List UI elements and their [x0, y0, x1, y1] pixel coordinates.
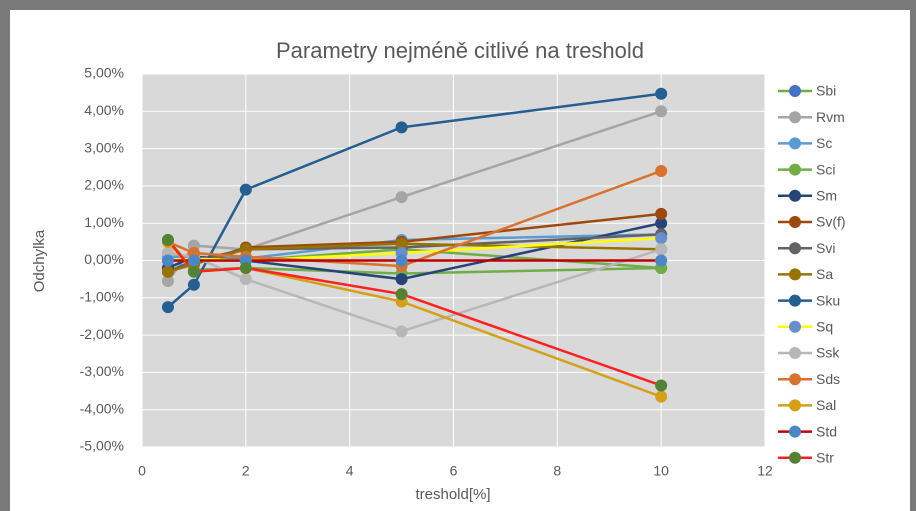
legend-marker — [789, 216, 801, 228]
legend-label: Ssk — [816, 345, 840, 361]
legend-label: Sv(f) — [816, 214, 846, 230]
data-point — [187, 265, 200, 278]
y-tick-label: 4,00% — [84, 102, 124, 118]
x-axis-label: treshold[%] — [415, 486, 490, 503]
x-tick-label: 2 — [242, 463, 250, 479]
data-point — [655, 207, 668, 220]
data-point — [395, 288, 408, 301]
y-tick-label: -4,00% — [80, 400, 124, 416]
chart-title: Parametry nejméně citlivé na treshold — [276, 38, 644, 63]
legend-marker — [789, 163, 801, 176]
y-tick-label: -3,00% — [80, 363, 124, 379]
data-point — [239, 183, 252, 196]
y-tick-label: 5,00% — [84, 65, 124, 81]
y-tick-label: -1,00% — [80, 289, 124, 305]
data-point — [395, 237, 408, 250]
y-tick-label: 2,00% — [84, 177, 124, 193]
y-tick-label: -5,00% — [80, 438, 124, 454]
legend-label: Sku — [816, 292, 840, 308]
legend-marker — [789, 268, 801, 281]
data-point — [187, 278, 200, 291]
data-point — [655, 379, 668, 392]
x-tick-label: 4 — [346, 463, 354, 479]
data-point — [655, 232, 668, 245]
data-point — [655, 390, 668, 403]
data-point — [655, 164, 668, 177]
legend-marker — [789, 294, 801, 307]
data-point — [395, 254, 408, 267]
legend-label: Rvm — [816, 109, 845, 125]
legend-marker — [789, 425, 801, 438]
legend-label: Sa — [816, 266, 833, 282]
y-tick-label: -2,00% — [80, 326, 124, 342]
data-point — [395, 325, 408, 338]
legend-label: Svi — [816, 240, 835, 256]
legend-marker — [789, 189, 801, 202]
legend-marker — [789, 320, 801, 333]
legend-label: Sal — [816, 397, 836, 413]
data-point — [395, 191, 408, 204]
legend-label: Std — [816, 423, 837, 439]
y-tick-label: 3,00% — [84, 139, 124, 155]
x-tick-label: 6 — [450, 463, 458, 479]
data-point — [161, 265, 174, 278]
data-point — [239, 261, 252, 274]
data-point — [187, 254, 200, 267]
data-point — [655, 217, 668, 230]
legend-label: Sbi — [816, 83, 836, 99]
data-point — [655, 254, 668, 267]
x-tick-label: 10 — [653, 463, 669, 479]
data-point — [161, 301, 174, 314]
data-point — [161, 275, 174, 288]
legend-label: Sm — [816, 188, 837, 204]
legend-marker — [789, 85, 801, 97]
x-tick-label: 8 — [553, 463, 561, 479]
legend-marker — [789, 399, 801, 412]
legend-marker — [789, 451, 801, 464]
legend-label: Sci — [816, 161, 835, 177]
y-tick-label: 1,00% — [84, 214, 124, 230]
legend-marker — [789, 111, 801, 124]
legend-label: Str — [816, 450, 834, 466]
legend-label: Sds — [816, 371, 840, 387]
data-point — [395, 121, 408, 134]
y-axis-label: Odchylka — [31, 229, 48, 292]
data-point — [655, 87, 668, 100]
legend-marker — [789, 373, 801, 386]
legend-label: Sq — [816, 319, 833, 335]
data-point — [655, 105, 668, 118]
data-point — [239, 273, 252, 286]
data-point — [161, 233, 174, 246]
data-point — [395, 273, 408, 286]
y-tick-label: 0,00% — [84, 251, 124, 267]
x-tick-label: 12 — [757, 463, 773, 479]
legend-label: Sc — [816, 135, 832, 151]
data-point — [161, 254, 174, 267]
x-tick-label: 0 — [138, 463, 146, 479]
legend-marker — [789, 347, 801, 359]
legend-marker — [789, 137, 801, 150]
data-point — [655, 243, 668, 256]
legend-marker — [789, 242, 801, 255]
